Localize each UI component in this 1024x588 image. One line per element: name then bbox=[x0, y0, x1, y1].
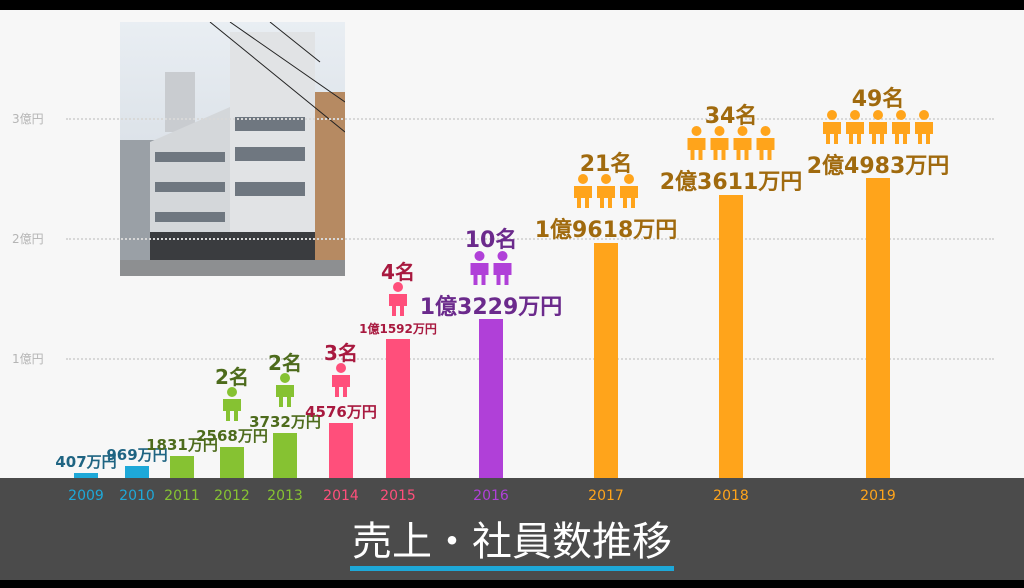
employee-count-label: 2名 bbox=[215, 365, 249, 390]
bar-2018 bbox=[719, 194, 743, 478]
office-building-photo bbox=[120, 22, 345, 276]
bar-2017 bbox=[594, 242, 618, 478]
x-tick-label: 2009 bbox=[68, 488, 104, 504]
value-label: 1831万円 bbox=[146, 436, 218, 455]
person-icon bbox=[597, 174, 615, 209]
employee-count-label: 21名 bbox=[579, 151, 633, 177]
person-icon bbox=[223, 387, 241, 422]
x-tick-label: 2016 bbox=[473, 488, 509, 504]
employee-count-label: 4名 bbox=[381, 260, 415, 285]
gridline bbox=[66, 118, 994, 120]
employee-icons bbox=[469, 250, 514, 285]
x-tick-label: 2010 bbox=[119, 488, 155, 504]
person-icon bbox=[389, 282, 407, 317]
x-tick-label: 2013 bbox=[267, 488, 303, 504]
person-icon bbox=[332, 363, 350, 398]
bar-2009 bbox=[74, 473, 98, 478]
value-label: 1億1592万円 bbox=[359, 322, 437, 337]
employee-count-label: 49名 bbox=[851, 87, 905, 113]
x-tick-label: 2017 bbox=[588, 488, 624, 504]
employee-count-label: 3名 bbox=[324, 341, 358, 366]
value-label: 2568万円 bbox=[196, 427, 268, 446]
person-icon bbox=[869, 109, 887, 144]
value-label: 2億4983万円 bbox=[806, 153, 950, 179]
value-label: 2億3611万円 bbox=[659, 170, 803, 196]
value-label: 969万円 bbox=[106, 446, 168, 465]
employee-count-label: 2名 bbox=[268, 351, 302, 376]
person-icon bbox=[892, 109, 910, 144]
person-icon bbox=[470, 250, 489, 285]
bar-2013 bbox=[273, 433, 297, 478]
person-icon bbox=[276, 373, 294, 408]
chart-title: 売上・社員数推移 bbox=[350, 518, 674, 571]
chart-title-wrap: 売上・社員数推移 bbox=[0, 518, 1024, 571]
x-tick-label: 2014 bbox=[323, 488, 359, 504]
person-icon bbox=[823, 109, 841, 144]
employee-icons bbox=[686, 126, 777, 161]
x-tick-label: 2012 bbox=[214, 488, 250, 504]
value-label: 1億9618万円 bbox=[534, 218, 678, 244]
x-axis-band bbox=[0, 478, 1024, 580]
value-label: 3732万円 bbox=[249, 413, 321, 432]
y-tick-label: 1億円 bbox=[12, 352, 44, 366]
gridline bbox=[66, 358, 994, 360]
person-icon bbox=[620, 174, 638, 209]
person-icon bbox=[846, 109, 864, 144]
value-label: 407万円 bbox=[55, 453, 117, 472]
employee-icons bbox=[572, 174, 640, 209]
value-label: 1億3229万円 bbox=[419, 294, 563, 320]
person-icon bbox=[687, 126, 706, 161]
employee-count-label: 10名 bbox=[464, 228, 518, 254]
employee-icons bbox=[221, 387, 243, 422]
y-tick-label: 3億円 bbox=[12, 112, 44, 126]
person-icon bbox=[733, 126, 752, 161]
x-tick-label: 2018 bbox=[713, 488, 749, 504]
bar-2014 bbox=[329, 423, 353, 478]
employee-icons bbox=[387, 282, 409, 317]
gridline bbox=[66, 238, 994, 240]
x-tick-label: 2019 bbox=[860, 488, 896, 504]
employee-icons bbox=[274, 373, 296, 408]
person-icon bbox=[493, 250, 512, 285]
employee-icons bbox=[330, 363, 352, 398]
bar-2012 bbox=[220, 447, 244, 478]
person-icon bbox=[915, 109, 933, 144]
value-label: 4576万円 bbox=[305, 403, 377, 422]
employee-count-label: 34名 bbox=[704, 103, 758, 129]
employee-icons bbox=[821, 109, 935, 144]
person-icon bbox=[574, 174, 592, 209]
person-icon bbox=[710, 126, 729, 161]
x-tick-label: 2011 bbox=[164, 488, 200, 504]
bar-2011 bbox=[170, 456, 194, 478]
bar-2019 bbox=[866, 178, 890, 478]
person-icon bbox=[756, 126, 775, 161]
bar-2016 bbox=[479, 319, 503, 478]
bar-2010 bbox=[125, 466, 149, 478]
bar-2015 bbox=[386, 338, 410, 478]
y-tick-label: 2億円 bbox=[12, 232, 44, 246]
x-tick-label: 2015 bbox=[380, 488, 416, 504]
